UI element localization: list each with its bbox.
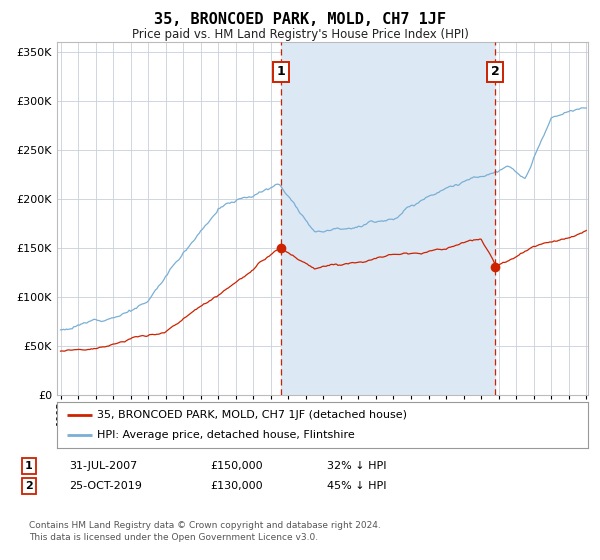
Text: Contains HM Land Registry data © Crown copyright and database right 2024.: Contains HM Land Registry data © Crown c…	[29, 521, 380, 530]
Text: 1: 1	[25, 461, 32, 471]
Text: 1: 1	[277, 66, 286, 78]
Text: 25-OCT-2019: 25-OCT-2019	[69, 481, 142, 491]
Text: 45% ↓ HPI: 45% ↓ HPI	[327, 481, 386, 491]
Text: 35, BRONCOED PARK, MOLD, CH7 1JF: 35, BRONCOED PARK, MOLD, CH7 1JF	[154, 12, 446, 27]
Text: 35, BRONCOED PARK, MOLD, CH7 1JF (detached house): 35, BRONCOED PARK, MOLD, CH7 1JF (detach…	[97, 410, 407, 420]
Text: HPI: Average price, detached house, Flintshire: HPI: Average price, detached house, Flin…	[97, 430, 355, 440]
Text: Price paid vs. HM Land Registry's House Price Index (HPI): Price paid vs. HM Land Registry's House …	[131, 28, 469, 41]
Text: £130,000: £130,000	[210, 481, 263, 491]
Text: 2: 2	[491, 66, 500, 78]
Text: This data is licensed under the Open Government Licence v3.0.: This data is licensed under the Open Gov…	[29, 533, 318, 542]
Text: £150,000: £150,000	[210, 461, 263, 471]
Bar	[281, 42, 495, 395]
Text: 31-JUL-2007: 31-JUL-2007	[69, 461, 137, 471]
Text: 32% ↓ HPI: 32% ↓ HPI	[327, 461, 386, 471]
Text: 2: 2	[25, 481, 32, 491]
